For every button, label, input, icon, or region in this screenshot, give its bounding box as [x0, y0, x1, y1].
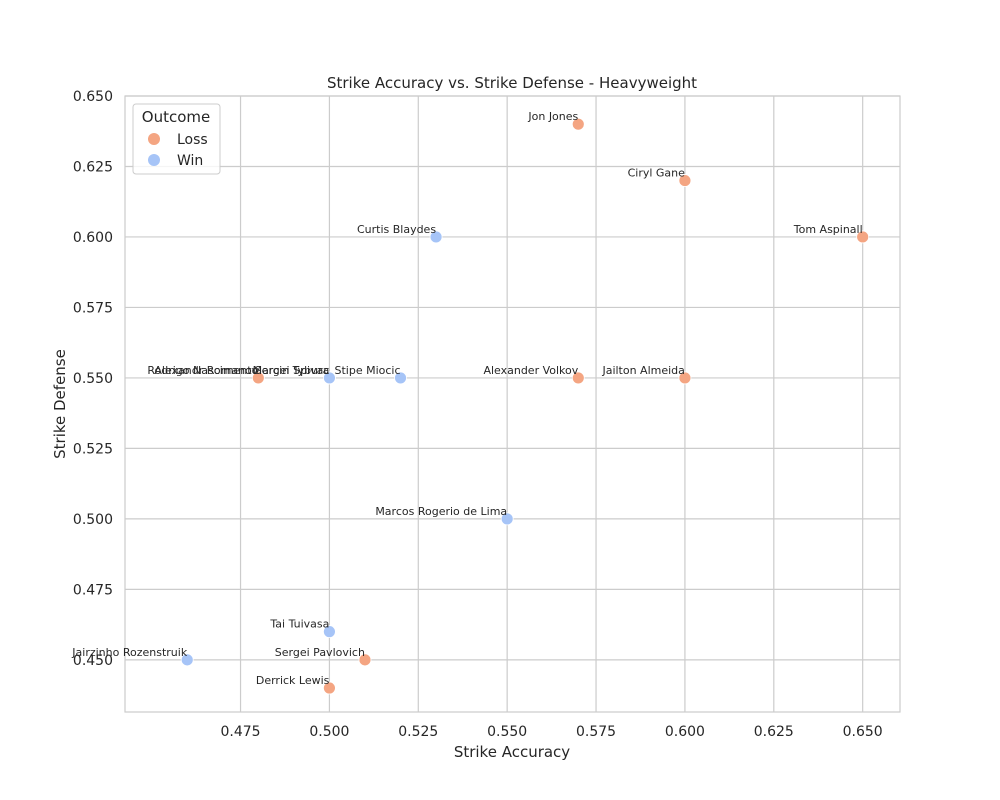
- x-tick-label: 0.525: [398, 724, 438, 740]
- point-label: Stipe Miocic: [334, 364, 400, 377]
- y-tick-label: 0.500: [73, 512, 113, 528]
- y-tick-label: 0.625: [73, 159, 113, 175]
- point-label: Sergei Pavlovich: [275, 646, 365, 659]
- point-label: Marcin Tybura: [253, 364, 330, 377]
- x-tick-label: 0.500: [309, 724, 349, 740]
- point-label: Ciryl Gane: [628, 167, 686, 180]
- data-point: [678, 371, 692, 385]
- y-tick-labels: 0.450 0.475 0.500 0.525 0.550 0.575 0.600 0.625…: [73, 89, 113, 669]
- point-label: Alexandr Romanov: [154, 364, 258, 377]
- data-point: [571, 117, 585, 131]
- legend-loss-label: Loss: [177, 132, 208, 148]
- x-tick-labels: 0.475 0.500 0.525 0.550 0.575 0.600 0.625 0.650: [220, 724, 882, 740]
- legend-win-marker: [148, 154, 160, 166]
- point-labels: Jon Jones Ciryl Gane Tom Aspinall Curtis Bl…: [71, 110, 862, 687]
- legend: Outcome Loss Win: [132, 103, 221, 175]
- data-point: [394, 371, 407, 385]
- data-point: [571, 371, 585, 385]
- data-point: [251, 371, 265, 385]
- y-tick-label: 0.450: [73, 653, 113, 669]
- y-axis-label: Strike Defense: [51, 349, 69, 459]
- point-label: Jon Jones: [527, 110, 578, 123]
- chart-title: Strike Accuracy vs. Strike Defense - Hea…: [327, 74, 697, 92]
- x-tick-label: 0.475: [220, 724, 260, 740]
- data-point: [323, 371, 336, 385]
- point-label: Jailton Almeida: [601, 364, 684, 377]
- point-label: Rodrigo Nascimento: [147, 364, 258, 377]
- legend-win-label: Win: [177, 153, 203, 169]
- data-point: [323, 625, 336, 639]
- plot-area: [124, 95, 901, 713]
- y-tick-label: 0.575: [73, 300, 113, 316]
- point-label: Marcos Rogerio de Lima: [375, 505, 507, 518]
- data-point: [429, 230, 443, 244]
- data-point: [678, 174, 692, 187]
- point-label: Derrick Lewis: [256, 674, 330, 687]
- x-tick-label: 0.600: [665, 724, 705, 740]
- point-label: Curtis Blaydes: [357, 223, 436, 236]
- x-tick-label: 0.575: [576, 724, 616, 740]
- data-point: [180, 653, 194, 667]
- legend-title: Outcome: [142, 108, 210, 126]
- point-label: Tai Tuivasa: [269, 618, 329, 631]
- y-tick-label: 0.475: [73, 582, 113, 598]
- grid-lines: [125, 95, 900, 712]
- data-point: [358, 653, 372, 667]
- point-label: Tom Aspinall: [793, 223, 863, 236]
- x-tick-label: 0.650: [843, 724, 883, 740]
- data-points: [180, 117, 870, 695]
- point-label: Sergei Spivac: [255, 364, 330, 377]
- y-tick-label: 0.550: [73, 371, 113, 387]
- legend-loss-marker: [148, 133, 160, 145]
- data-point: [500, 512, 514, 526]
- y-tick-label: 0.525: [73, 441, 113, 457]
- point-label: Jairzinho Rozenstruik: [71, 646, 188, 659]
- x-axis-label: Strike Accuracy: [454, 743, 570, 761]
- x-tick-label: 0.625: [754, 724, 794, 740]
- data-point: [856, 230, 870, 244]
- data-point: [323, 681, 336, 695]
- y-tick-label: 0.650: [73, 89, 113, 105]
- point-label: Alexander Volkov: [483, 364, 578, 377]
- x-tick-label: 0.550: [487, 724, 527, 740]
- y-tick-label: 0.600: [73, 230, 113, 246]
